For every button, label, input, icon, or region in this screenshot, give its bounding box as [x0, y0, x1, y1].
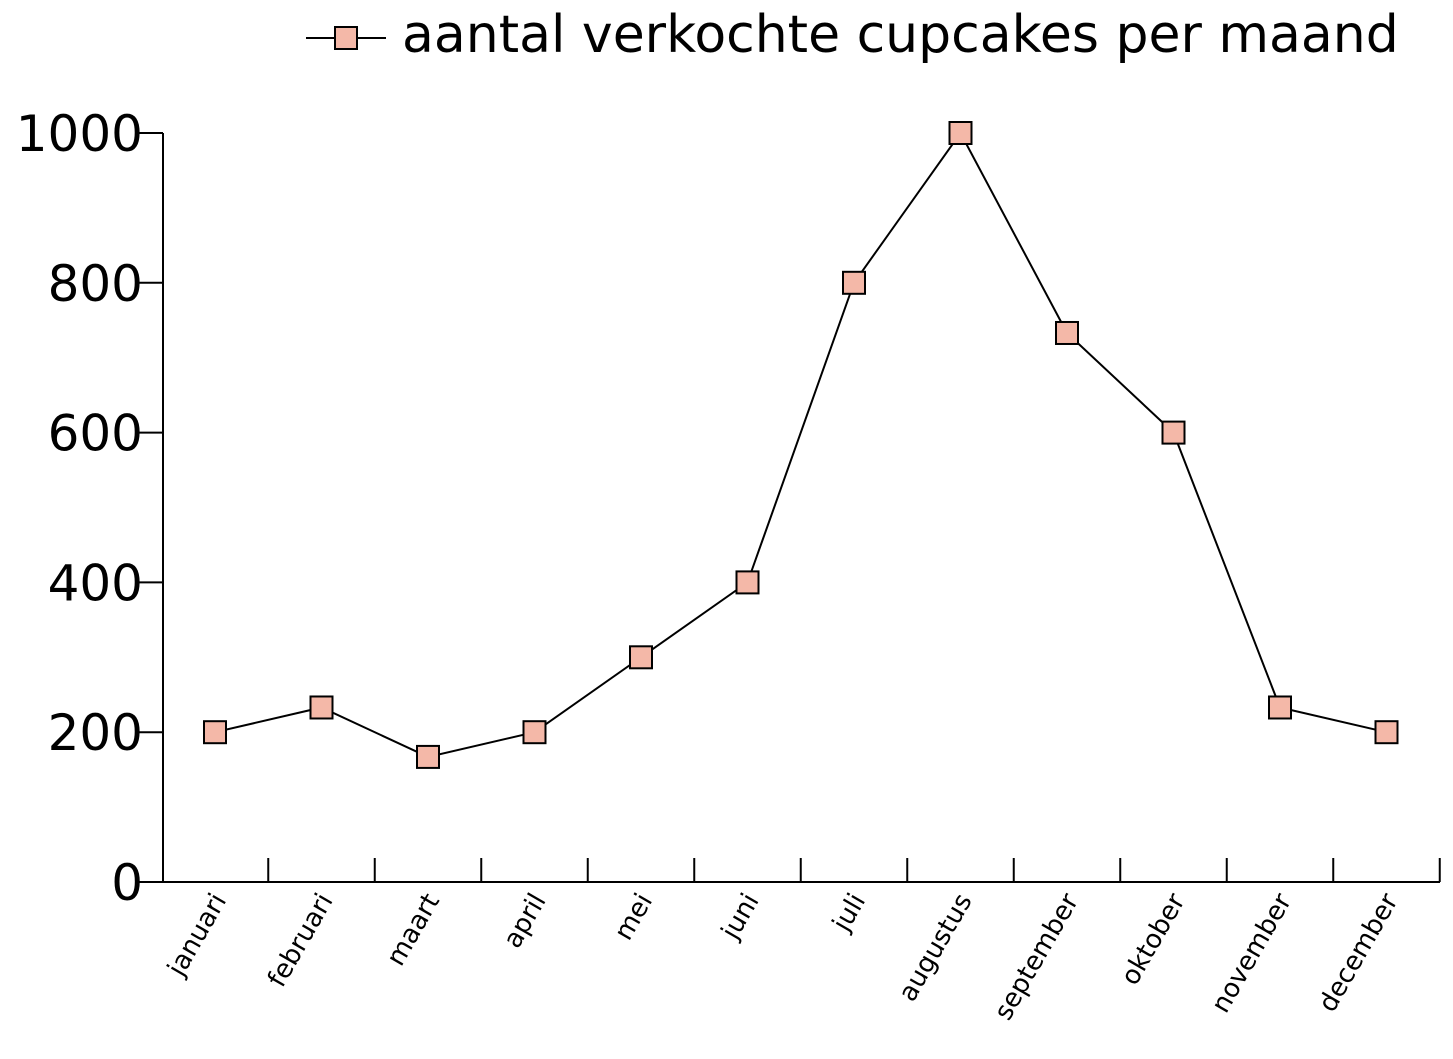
x-tick-label: september: [989, 888, 1086, 1025]
x-tick-label: december: [1313, 888, 1405, 1017]
x-tick-label: maart: [381, 889, 446, 972]
data-point-marker: [1268, 695, 1292, 720]
x-tick-label: januari: [162, 889, 233, 983]
data-point-marker: [203, 720, 227, 745]
data-point-marker: [309, 695, 334, 720]
y-tick-label: 400: [48, 554, 143, 612]
y-tick-label: 1000: [16, 105, 143, 163]
x-tick-label: augustus: [893, 889, 979, 1007]
y-tick-label: 800: [48, 255, 143, 313]
x-tick-label: april: [498, 889, 553, 954]
series-layer: [203, 121, 1399, 769]
legend-label: aantal verkochte cupcakes per maand: [402, 5, 1399, 65]
data-point-marker: [948, 121, 973, 145]
data-point-marker: [522, 720, 547, 745]
x-tick-label: juli: [827, 889, 873, 938]
x-tick-label: november: [1206, 888, 1298, 1018]
data-point-marker: [842, 270, 866, 295]
y-tick-label: 0: [111, 854, 143, 912]
y-tick-label: 200: [48, 704, 143, 762]
legend: aantal verkochte cupcakes per maand: [306, 5, 1399, 65]
x-tick-label: juni: [715, 889, 765, 946]
data-point-marker: [1374, 720, 1399, 745]
data-point-marker: [1055, 320, 1079, 345]
axes: [162, 133, 1440, 883]
series-line: [214, 131, 1387, 758]
y-ticks: 0 200 400 600 800 1000: [16, 105, 163, 912]
x-tick-label: oktober: [1115, 888, 1191, 990]
data-point-marker: [735, 570, 760, 595]
x-tick-label: februari: [262, 889, 339, 993]
x-tick-label: mei: [609, 889, 659, 946]
data-point-marker: [629, 645, 653, 670]
x-ticks: januari februari maart april mei juni juli augu…: [162, 858, 1441, 1025]
y-tick-label: 600: [48, 405, 143, 463]
legend-marker: [334, 26, 358, 50]
data-point-marker: [1161, 420, 1186, 445]
data-point-marker: [416, 744, 440, 769]
